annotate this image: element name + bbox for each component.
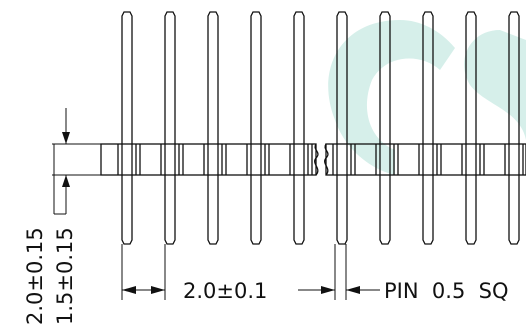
break-mark xyxy=(314,143,329,176)
pin-top xyxy=(207,11,219,144)
pin-top xyxy=(465,11,477,144)
pin-top xyxy=(508,11,520,144)
pin-bottom xyxy=(465,175,477,245)
watermark-logo xyxy=(328,20,526,175)
pitch-label: 2.0±0.1 xyxy=(183,279,267,303)
body-ribs-group xyxy=(117,144,524,175)
pin-bottom xyxy=(250,175,262,245)
height-label-inner: 1.5±0.15 xyxy=(53,227,77,325)
pin-bottom xyxy=(207,175,219,245)
height-dimension xyxy=(52,108,101,215)
pin-bottom xyxy=(379,175,391,245)
pin-top xyxy=(164,11,176,144)
pins-top-group xyxy=(121,11,520,144)
pin-size-label: PIN 0.5 SQ xyxy=(384,279,509,303)
pin-width-dimension xyxy=(298,244,380,300)
pin-top xyxy=(250,11,262,144)
pin-bottom xyxy=(121,175,133,245)
pins-bottom-group xyxy=(121,175,520,245)
pin-top xyxy=(422,11,434,144)
pin-top xyxy=(293,11,305,144)
pin-bottom xyxy=(336,175,348,245)
pin-top xyxy=(336,11,348,144)
pin-bottom xyxy=(164,175,176,245)
pin-bottom xyxy=(508,175,520,245)
pin-top xyxy=(121,11,133,144)
pin-bottom xyxy=(293,175,305,245)
pin-bottom xyxy=(422,175,434,245)
pin-top xyxy=(379,11,391,144)
pitch-dimension xyxy=(121,244,166,300)
height-label-outer: 2.0±0.15 xyxy=(23,227,47,325)
